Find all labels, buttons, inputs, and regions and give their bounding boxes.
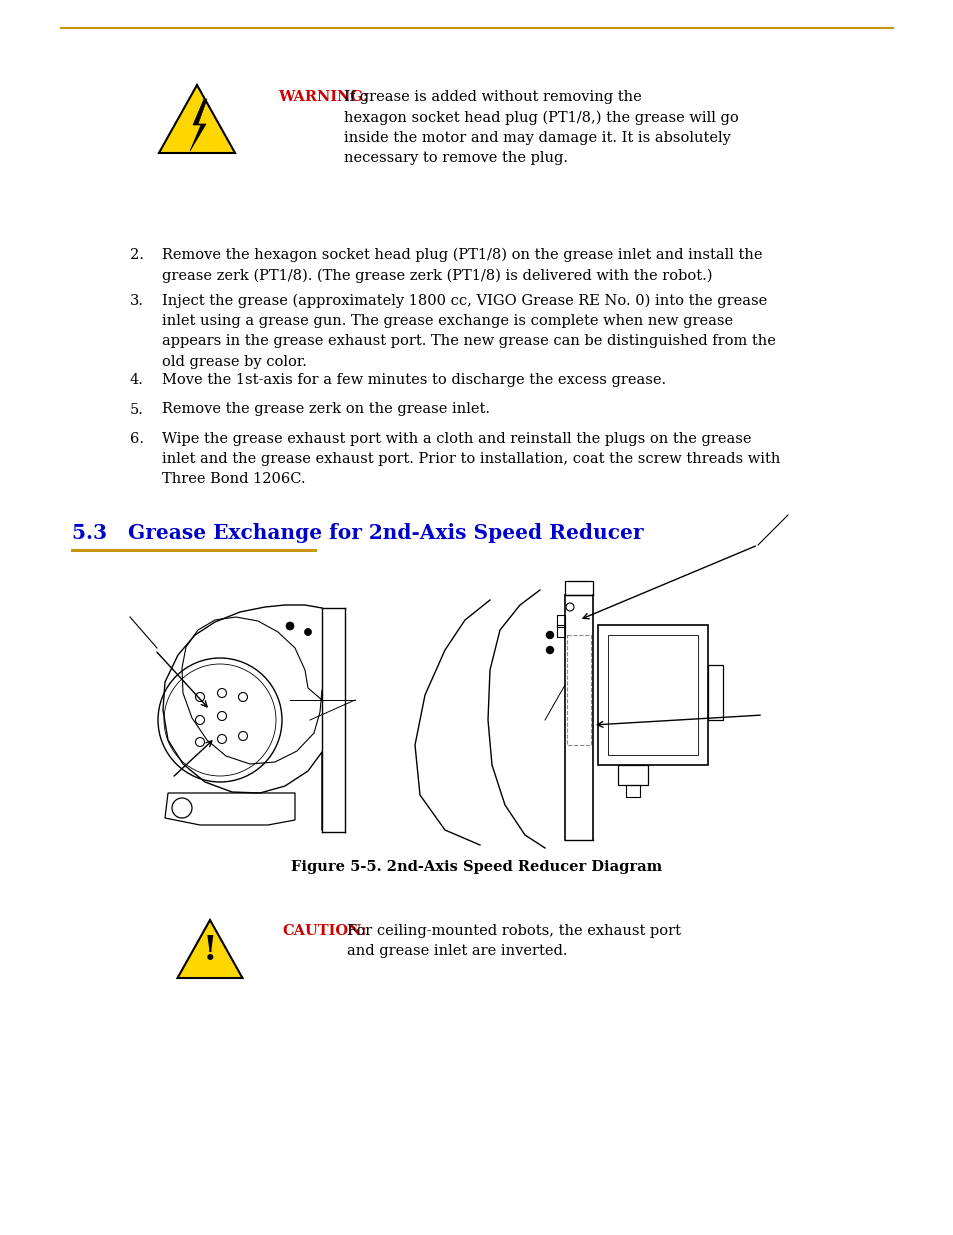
Text: Remove the grease zerk on the grease inlet.: Remove the grease zerk on the grease inl…: [162, 403, 490, 416]
Text: 6.: 6.: [130, 432, 144, 446]
Polygon shape: [159, 85, 234, 153]
Text: Wipe the grease exhaust port with a cloth and reinstall the plugs on the grease
: Wipe the grease exhaust port with a clot…: [162, 432, 780, 487]
Text: Inject the grease (approximately 1800 cc, VIGO Grease RE No. 0) into the grease
: Inject the grease (approximately 1800 cc…: [162, 294, 775, 368]
Text: Remove the hexagon socket head plug (PT1/8) on the grease inlet and install the
: Remove the hexagon socket head plug (PT1…: [162, 248, 761, 283]
Bar: [607, 635, 698, 755]
Polygon shape: [177, 920, 242, 978]
Circle shape: [304, 629, 312, 636]
Bar: [564, 580, 593, 595]
Text: For ceiling-mounted robots, the exhaust port
and grease inlet are inverted.: For ceiling-mounted robots, the exhaust …: [347, 924, 680, 958]
Bar: [618, 764, 647, 785]
Bar: [625, 785, 639, 797]
Bar: [707, 664, 722, 720]
Text: Figure 5-5. 2nd-Axis Speed Reducer Diagram: Figure 5-5. 2nd-Axis Speed Reducer Diagr…: [291, 860, 662, 874]
Polygon shape: [190, 99, 207, 151]
Text: CAUTION:: CAUTION:: [282, 924, 366, 939]
Text: WARNING:: WARNING:: [277, 90, 368, 104]
Circle shape: [546, 631, 553, 638]
Text: 4.: 4.: [130, 373, 144, 387]
Text: 5.: 5.: [130, 403, 144, 416]
Text: !: !: [202, 934, 217, 967]
Bar: [557, 625, 564, 637]
Text: 5.3   Grease Exchange for 2nd-Axis Speed Reducer: 5.3 Grease Exchange for 2nd-Axis Speed R…: [71, 522, 643, 543]
Text: 3.: 3.: [130, 294, 144, 308]
Bar: [557, 615, 564, 627]
Bar: [566, 635, 590, 745]
Circle shape: [286, 622, 294, 630]
Text: If grease is added without removing the
hexagon socket head plug (PT1/8,) the gr: If grease is added without removing the …: [344, 90, 738, 164]
Text: Move the 1st-axis for a few minutes to discharge the excess grease.: Move the 1st-axis for a few minutes to d…: [162, 373, 665, 387]
Circle shape: [546, 646, 553, 653]
Text: 2.: 2.: [130, 248, 144, 262]
Bar: [598, 625, 707, 764]
